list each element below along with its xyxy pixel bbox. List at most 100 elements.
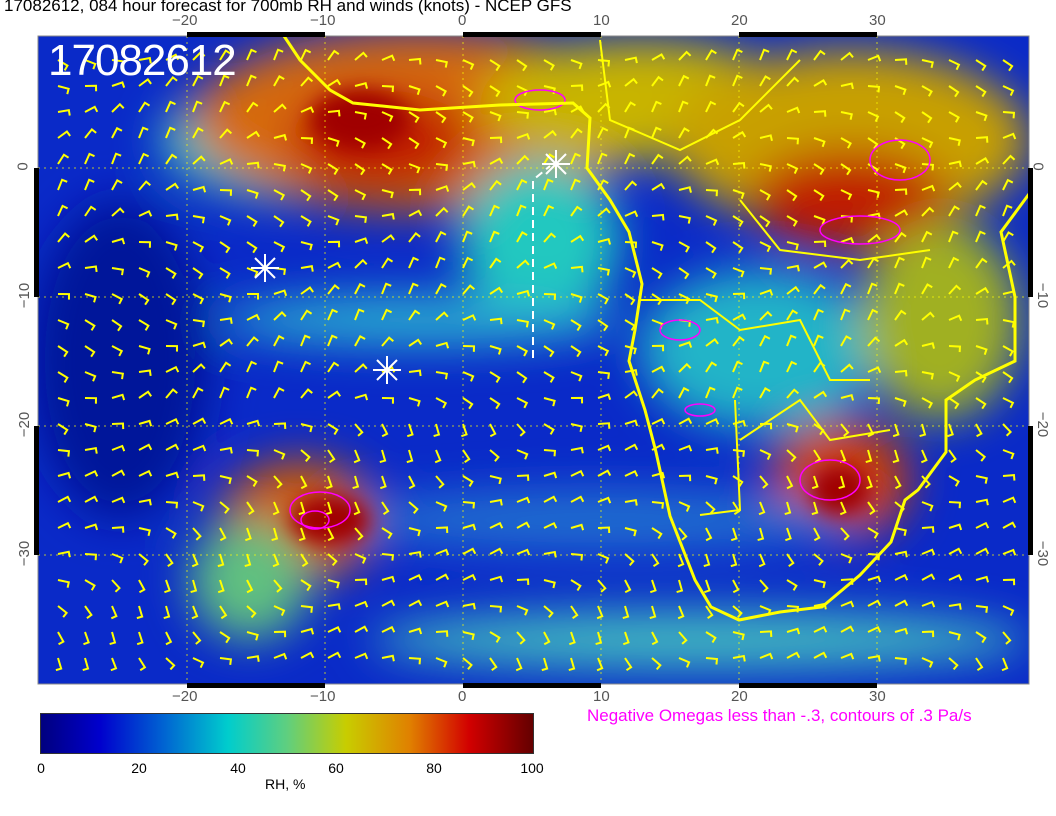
wind-barb	[515, 657, 523, 672]
colorbar-tick: 100	[520, 760, 544, 776]
wind-barb	[219, 501, 230, 514]
wind-barb	[840, 258, 854, 269]
wind-barb	[435, 206, 449, 217]
wind-barb	[109, 631, 117, 646]
wind-barb	[921, 311, 935, 321]
wind-barb	[192, 319, 206, 328]
wind-barb	[84, 371, 97, 382]
wind-barb	[732, 335, 745, 347]
colorbar-tick: 80	[426, 760, 442, 776]
wind-barb	[705, 501, 716, 515]
wind-barb	[219, 475, 232, 485]
wind-barb	[489, 423, 497, 438]
wind-barb	[435, 256, 446, 269]
wind-barb	[975, 605, 989, 613]
wind-barb	[300, 627, 315, 635]
wind-barb	[732, 605, 743, 618]
wind-barb	[570, 127, 583, 139]
wind-barb	[111, 102, 125, 113]
wind-barb	[138, 579, 146, 594]
wind-barb	[813, 308, 824, 321]
wind-barb	[84, 293, 97, 303]
wind-barb	[246, 215, 258, 227]
wind-barb	[597, 345, 610, 357]
wind-barb	[704, 579, 711, 594]
wind-barb	[759, 75, 771, 87]
wind-barb	[705, 267, 717, 279]
wind-barb	[381, 85, 395, 93]
wind-barb	[192, 474, 206, 481]
wind-barb	[975, 475, 988, 484]
wind-barb	[1002, 397, 1015, 409]
wind-barb	[651, 213, 665, 221]
wind-barb	[57, 153, 70, 165]
wind-barb	[489, 317, 503, 325]
wind-barb	[84, 84, 98, 92]
wind-barb	[219, 527, 227, 542]
wind-barb	[570, 579, 582, 592]
star-marker	[542, 150, 570, 178]
wind-barb	[327, 261, 342, 269]
y-tick-left: −20	[16, 411, 34, 438]
wind-barb	[192, 267, 204, 280]
wind-barb	[948, 475, 960, 487]
wind-barb	[381, 527, 393, 540]
wind-barb	[325, 501, 333, 516]
wind-barb	[786, 285, 800, 295]
wind-barb	[543, 471, 558, 479]
wind-barb	[543, 423, 555, 435]
wind-barb	[570, 371, 583, 382]
wind-barb	[381, 163, 393, 175]
wind-barb	[246, 655, 260, 662]
wind-barb	[651, 365, 666, 373]
wind-barb	[947, 423, 954, 438]
wind-barb	[840, 625, 855, 633]
wind-barb	[489, 397, 501, 410]
wind-barb	[300, 189, 312, 202]
wind-barb	[462, 547, 477, 555]
wind-barb	[408, 256, 419, 269]
wind-barb	[786, 553, 795, 567]
wind-barb	[192, 657, 205, 669]
wind-barb	[165, 345, 179, 352]
x-tick-top: 10	[593, 12, 610, 29]
wind-barb	[813, 163, 825, 176]
wind-barb	[651, 126, 662, 139]
wind-barb	[462, 371, 475, 382]
wind-barb	[975, 179, 988, 191]
wind-barb	[192, 527, 202, 541]
wind-barb	[435, 137, 448, 149]
wind-barb	[111, 393, 126, 401]
wind-barb	[327, 109, 341, 117]
wind-barb	[84, 553, 98, 561]
wind-barb	[57, 293, 71, 300]
y-tick-left: −30	[16, 540, 34, 567]
wind-barb	[408, 309, 421, 321]
wind-barb	[489, 59, 501, 72]
wind-barb	[678, 293, 691, 305]
wind-barb	[165, 388, 178, 399]
wind-barb	[651, 100, 662, 113]
wind-barb	[759, 215, 771, 228]
wind-barb	[192, 386, 204, 399]
wind-barb	[570, 446, 584, 454]
wind-barb	[246, 48, 257, 61]
wind-barb	[543, 232, 557, 243]
wind-barb	[354, 189, 367, 201]
wind-barb	[192, 293, 205, 305]
wind-barb	[84, 397, 98, 404]
wind-barb	[516, 259, 530, 269]
wind-barb	[597, 422, 611, 429]
wind-barb	[381, 234, 395, 243]
x-tick-bottom: 20	[731, 688, 748, 705]
wind-barb	[948, 345, 962, 353]
wind-barb	[489, 230, 500, 243]
wind-barb	[624, 77, 638, 87]
wind-barb	[57, 319, 70, 330]
wind-barb	[84, 128, 97, 139]
wind-barb	[948, 85, 960, 98]
wind-barb	[219, 657, 233, 665]
wind-barb	[516, 631, 526, 645]
wind-barb	[57, 85, 70, 95]
wind-barb	[82, 657, 90, 672]
